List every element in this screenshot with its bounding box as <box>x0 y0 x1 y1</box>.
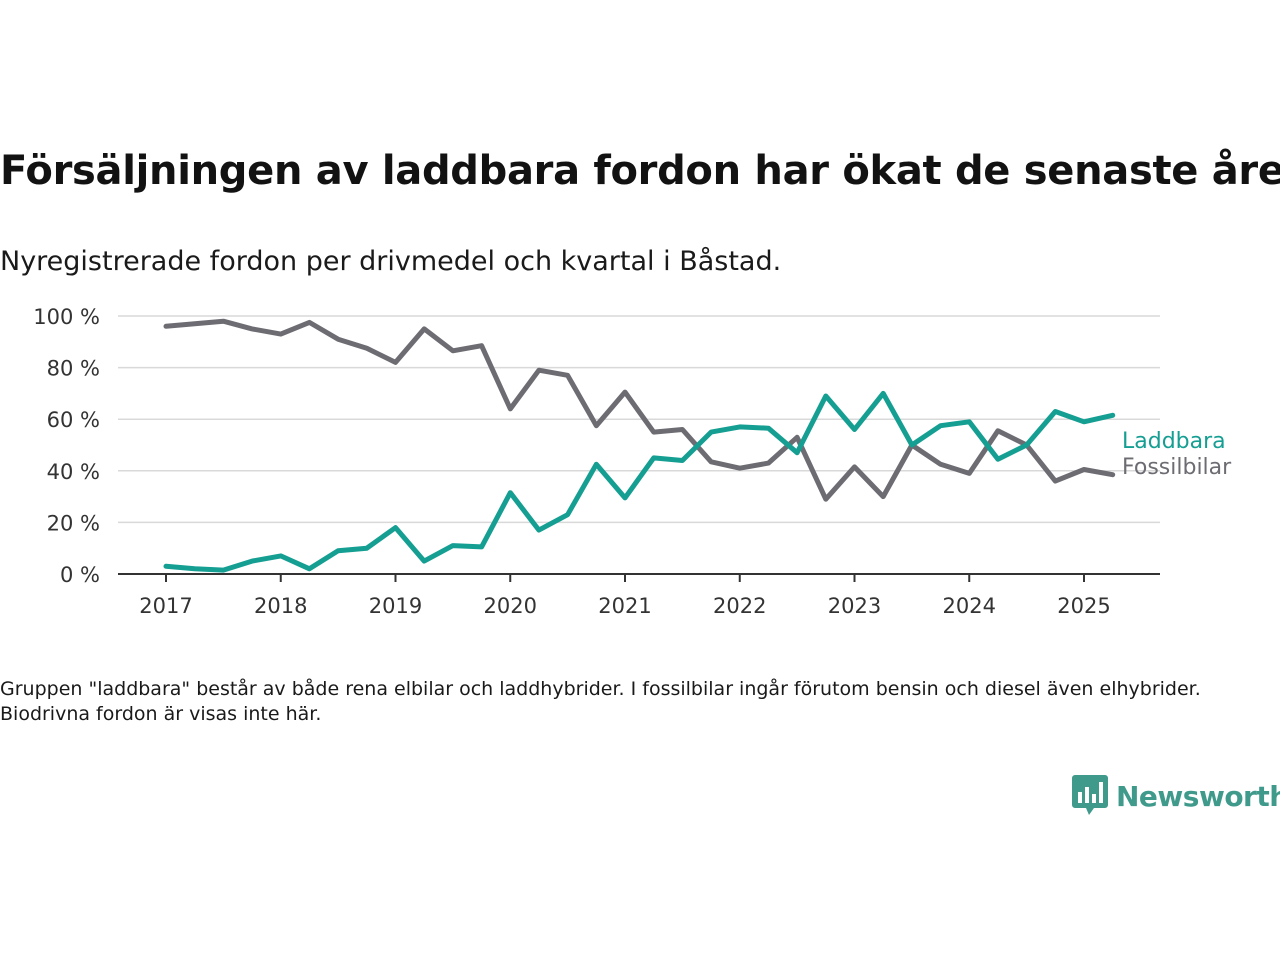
y-tick-label: 20 % <box>47 511 100 535</box>
newsworthy-logo: Newsworthy <box>1072 775 1280 817</box>
x-axis-ticks: 2017 2018 2019 2020 2021 2022 2023 2024 2025 <box>139 574 1111 618</box>
chart-title: Försäljningen av laddbara fordon har öka… <box>0 148 1280 194</box>
x-tick-label: 2022 <box>713 594 766 618</box>
series-lines <box>163 318 1116 573</box>
y-tick-label: 80 % <box>47 357 100 381</box>
series-label-fossilbilar: Fossilbilar <box>1122 455 1232 480</box>
x-tick-label: 2023 <box>828 594 881 618</box>
y-tick-label: 0 % <box>60 563 100 587</box>
series-label-laddbara: Laddbara <box>1122 429 1226 454</box>
x-tick-label: 2025 <box>1057 594 1110 618</box>
series-line-fossilbilar <box>163 318 1116 502</box>
x-tick-label: 2024 <box>943 594 996 618</box>
series-line-laddbara <box>163 390 1116 573</box>
y-axis-tick-labels: 0 % 20 % 40 % 60 % 80 % 100 % <box>33 305 100 587</box>
footnote: Gruppen "laddbara" består av både rena e… <box>0 678 1201 725</box>
y-tick-label: 60 % <box>47 408 100 432</box>
y-tick-label: 40 % <box>47 460 100 484</box>
x-tick-label: 2021 <box>598 594 651 618</box>
x-tick-label: 2017 <box>139 594 192 618</box>
y-tick-label: 100 % <box>33 305 100 329</box>
x-tick-label: 2018 <box>254 594 307 618</box>
chart-subtitle: Nyregistrerade fordon per drivmedel och … <box>0 246 782 277</box>
x-tick-label: 2020 <box>484 594 537 618</box>
x-tick-label: 2019 <box>369 594 422 618</box>
line-chart: 0 % 20 % 40 % 60 % 80 % 100 % 2017 2018 2019 202… <box>33 305 1232 618</box>
grid-lines <box>118 315 1160 524</box>
bar-chart-speech-bubble-icon <box>1072 775 1108 815</box>
logo-text: Newsworthy <box>1116 779 1280 813</box>
